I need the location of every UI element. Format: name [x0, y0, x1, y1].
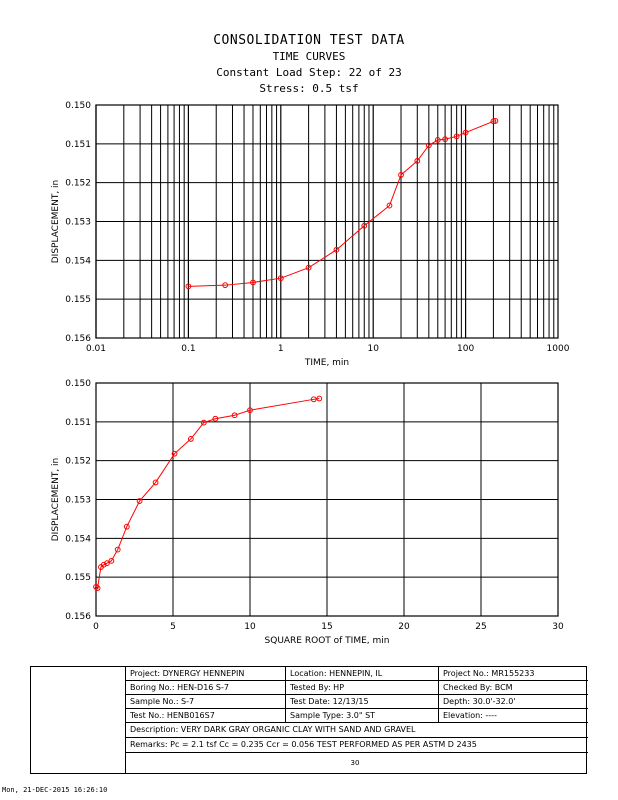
chart1-data-point — [492, 118, 499, 124]
chart1-data-point — [398, 172, 404, 178]
project-cell: Project: DYNERGY HENNEPIN — [126, 667, 286, 681]
chart2-x-tick-label: 5 — [170, 622, 176, 632]
chart2-data-point — [247, 407, 253, 414]
chart2-y-tick-label: 0.154 — [65, 534, 91, 544]
tested-by-cell: Tested By: HP — [286, 681, 439, 695]
chart2-y-tick-label: 0.152 — [65, 457, 91, 467]
chart2-x-tick-label: 25 — [475, 622, 486, 632]
chart1-data-point — [425, 142, 432, 149]
chart2-x-tick-label: 20 — [398, 622, 410, 632]
chart1-x-tick-label: 1000 — [547, 344, 570, 354]
sample-type-cell: Sample Type: 3.0" ST — [286, 709, 439, 723]
chart2-data-point — [187, 436, 194, 442]
chart1-x-tick-label: 10 — [367, 344, 379, 354]
chart2-data-point — [114, 546, 121, 553]
chart2-data-point — [94, 585, 101, 591]
chart2-data-point — [136, 498, 143, 504]
chart2-data-point — [200, 419, 207, 426]
chart1-data-point — [453, 133, 460, 140]
chart1-series-line — [188, 120, 496, 287]
chart2-y-tick-label: 0.150 — [65, 379, 91, 389]
chart-subtitle: TIME CURVES — [272, 50, 346, 63]
chart1-y-tick-label: 0.154 — [65, 256, 91, 266]
project-no-cell: Project No.: MR155233 — [439, 667, 588, 681]
chart1-data-point — [185, 283, 192, 290]
time-curve-plots: 0.01 0.1 1 10 100 10000.1500.1510.1520.1530.1… — [51, 101, 570, 646]
checked-by-cell: Checked By: BCM — [439, 681, 588, 695]
chart1-plot-frame — [95, 104, 559, 339]
chart1-data-point — [333, 246, 340, 253]
stress-label: Stress: 0.5 tsf — [259, 82, 359, 95]
chart1-y-axis-label: DISPLACEMENT, in — [51, 180, 61, 264]
location-cell: Location: HENNEPIN, IL — [286, 667, 439, 681]
depth-cell: Depth: 30.0'-32.0' — [439, 695, 588, 709]
chart2-data-point — [93, 583, 99, 590]
chart1-y-tick-label: 0.155 — [65, 295, 91, 305]
chart1-data-point — [386, 202, 393, 209]
chart1-data-point — [361, 222, 368, 229]
chart2-data-point — [100, 561, 107, 568]
chart1-x-tick-label: 100 — [457, 344, 474, 354]
chart1-data-point — [222, 282, 229, 289]
load-step-label: Constant Load Step: 22 of 23 — [216, 66, 402, 79]
chart2-data-point — [104, 560, 110, 567]
chart2-y-tick-label: 0.156 — [65, 612, 91, 622]
sample-cell: Sample No.: S-7 — [126, 695, 286, 709]
chart1-data-point — [434, 137, 441, 143]
chart2-x-tick-label: 30 — [552, 622, 564, 632]
chart2-x-tick-label: 0 — [93, 622, 99, 632]
chart1-data-point — [305, 264, 312, 271]
chart2-data-point — [123, 523, 130, 530]
elevation-cell: Elevation: ---- — [439, 709, 588, 723]
chart2-data-point — [212, 415, 219, 422]
logo-box — [31, 667, 126, 773]
chart1-data-point — [277, 275, 284, 282]
chart1-y-tick-label: 0.150 — [65, 101, 91, 111]
chart2-y-tick-label: 0.151 — [65, 418, 91, 428]
chart2-y-tick-label: 0.155 — [65, 573, 91, 583]
timestamp: Mon, 21-DEC-2015 16:26:10 — [2, 786, 108, 794]
chart1-y-tick-label: 0.152 — [65, 179, 91, 189]
chart1-data-point — [462, 129, 469, 136]
chart1-x-axis-label: TIME, min — [304, 358, 349, 368]
chart1-data-point — [442, 136, 449, 143]
chart1-x-tick-label: 0.01 — [86, 344, 106, 354]
sample-info-table: Project: DYNERGY HENNEPIN Location: HENN… — [30, 666, 588, 774]
chart2-data-point — [171, 450, 178, 457]
description-cell: Description: VERY DARK GRAY ORGANIC CLAY… — [126, 723, 588, 738]
chart1-y-tick-label: 0.153 — [65, 218, 91, 228]
chart2-x-tick-label: 10 — [244, 622, 256, 632]
chart2-data-point — [152, 479, 159, 486]
chart2-y-axis-label: DISPLACEMENT, in — [51, 458, 61, 542]
chart-title: CONSOLIDATION TEST DATA — [213, 33, 405, 48]
remarks-cell: Remarks: Pc = 2.1 tsf Cc = 0.235 Ccr = 0… — [126, 738, 588, 753]
chart2-data-point — [316, 395, 323, 402]
chart2-data-point — [310, 396, 317, 403]
chart2-data-point — [108, 557, 115, 564]
chart1-data-point — [414, 158, 421, 164]
chart1-x-tick-label: 1 — [278, 344, 284, 354]
chart1-y-tick-label: 0.156 — [65, 334, 91, 344]
chart1-x-tick-label: 0.1 — [181, 344, 195, 354]
chart1-y-tick-label: 0.151 — [65, 140, 91, 150]
chart2-data-point — [231, 412, 238, 419]
chart1-data-point — [250, 279, 256, 286]
chart2-series-line — [95, 398, 320, 589]
footer-mark: 30 — [350, 759, 360, 767]
chart2-plot-frame — [95, 382, 559, 617]
test-no-cell: Test No.: HENB016S7 — [126, 709, 286, 723]
chart2-x-axis-label: SQUARE ROOT of TIME, min — [265, 636, 390, 646]
test-date-cell: Test Date: 12/13/15 — [286, 695, 439, 709]
chart2-x-tick-label: 15 — [321, 622, 332, 632]
chart2-y-tick-label: 0.153 — [65, 496, 91, 506]
boring-cell: Boring No.: HEN-D16 S-7 — [126, 681, 286, 695]
